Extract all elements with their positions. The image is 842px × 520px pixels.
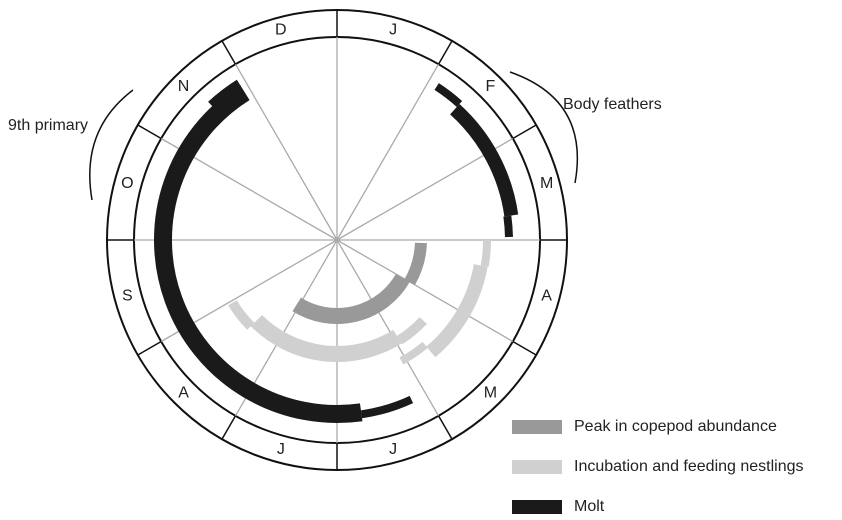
- incubation-arc: [399, 341, 428, 365]
- month-label: A: [178, 385, 189, 402]
- ring-divider: [137, 124, 162, 140]
- molt-arc: [154, 84, 363, 423]
- month-label: M: [484, 385, 497, 402]
- month-label: O: [121, 175, 133, 192]
- legend-label: Incubation and feeding nestlings: [574, 458, 804, 475]
- ring-divider: [512, 340, 537, 356]
- ring-divider: [221, 40, 237, 65]
- month-label: N: [178, 78, 190, 95]
- month-label: F: [486, 78, 496, 95]
- ring-divider: [137, 340, 162, 356]
- legend-swatch: [512, 460, 562, 474]
- ring-divider: [512, 124, 537, 140]
- legend-label: Molt: [574, 498, 605, 515]
- incubation-arc: [480, 239, 491, 267]
- spoke: [234, 63, 338, 241]
- month-label: D: [275, 22, 287, 39]
- body-molt-arc: [503, 215, 513, 238]
- incubation-arc: [228, 300, 255, 330]
- month-label: J: [389, 22, 397, 39]
- month-label: S: [122, 287, 133, 304]
- month-label: A: [541, 287, 552, 304]
- spoke: [336, 239, 514, 343]
- month-label: M: [540, 175, 553, 192]
- ring-divider: [437, 40, 453, 65]
- body-molt-arc: [450, 104, 519, 217]
- copepod-arc: [404, 242, 427, 285]
- legend-swatch: [512, 500, 562, 514]
- spoke: [336, 239, 440, 417]
- incubation-arc: [426, 264, 488, 358]
- ring-divider: [221, 415, 237, 440]
- body-molt-arc: [434, 83, 463, 108]
- molt-arc: [208, 79, 242, 108]
- ring-divider: [437, 415, 453, 440]
- brace-right: [509, 71, 579, 184]
- spoke: [336, 63, 440, 241]
- legend-swatch: [512, 420, 562, 434]
- molt-arc: [360, 395, 414, 419]
- month-label: J: [389, 441, 397, 458]
- month-label: J: [277, 441, 285, 458]
- incubation-arc: [396, 316, 427, 345]
- incubation-arc: [250, 314, 402, 362]
- brace-left: [89, 89, 134, 201]
- copepod-arc: [292, 273, 410, 324]
- legend-label: Peak in copepod abundance: [574, 418, 777, 435]
- annotation-left: 9th primary: [8, 117, 88, 134]
- annotation-right: Body feathers: [563, 96, 662, 113]
